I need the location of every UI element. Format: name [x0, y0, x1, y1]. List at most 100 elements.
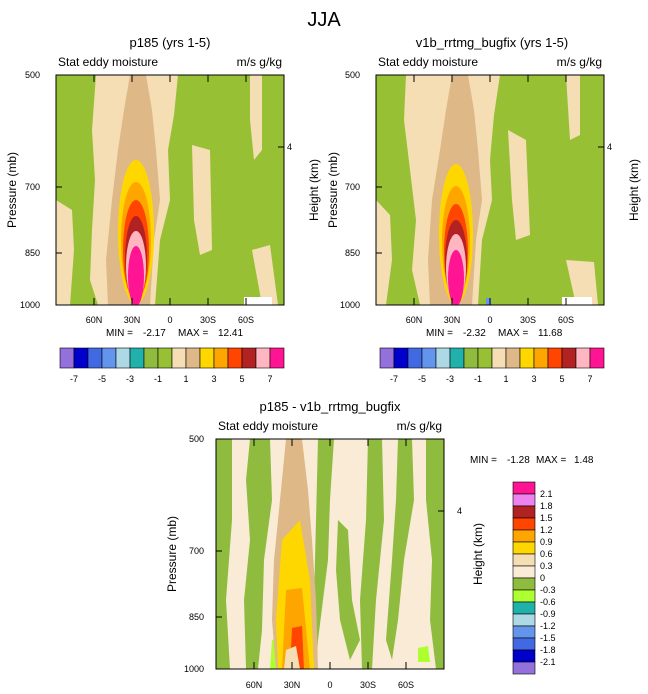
colorbar-swatch [512, 529, 536, 543]
colorbar-label: -1.2 [540, 621, 556, 631]
colorbar-swatch [561, 347, 577, 369]
x-tick-label: 60N [246, 680, 263, 690]
colorbar-swatch [512, 553, 536, 567]
colorbar-label: 3 [531, 374, 536, 384]
min-value: -2.17 [143, 328, 166, 339]
x-tick-label: 30N [124, 315, 141, 325]
panel-3-y-axis: 500 700 850 1000 Pressure (mb) [165, 434, 222, 674]
colorbar-swatch [227, 347, 243, 369]
y-tick-label: 700 [189, 546, 204, 556]
colorbar-swatch [512, 613, 536, 627]
panel-3-title: p185 - v1b_rrtmg_bugfix [260, 399, 401, 414]
colorbar-label: 1 [503, 374, 508, 384]
colorbar-label: -5 [418, 374, 426, 384]
y-axis-label: Pressure (mb) [326, 152, 340, 228]
max-label: MAX = [178, 328, 208, 339]
x-tick-label: 30N [284, 680, 301, 690]
panel-3-subtitle-right: m/s g/kg [397, 419, 442, 433]
colorbar-swatch [512, 505, 536, 519]
colorbar-label: 1 [183, 374, 188, 384]
panel-2-minmax: MIN = -2.32 MAX = 11.68 [426, 328, 563, 339]
colorbar-swatch [512, 589, 536, 603]
colorbar-label: -1.8 [540, 645, 556, 655]
figure-title: JJA [307, 9, 341, 31]
min-value: -1.28 [507, 455, 530, 466]
panel-2-contour-field [376, 75, 604, 305]
colorbar-swatch [241, 347, 257, 369]
min-label: MIN = [470, 455, 497, 466]
x-tick-label: 60S [558, 315, 574, 325]
colorbar-label: 5 [559, 374, 564, 384]
colorbar-label: -1 [154, 374, 162, 384]
colorbar-label: -1.5 [540, 633, 556, 643]
right-axis-label: Height (km) [627, 159, 641, 221]
panel-3-minmax: MIN = -1.28 MAX = 1.48 [470, 455, 594, 466]
colorbar-swatch [171, 347, 187, 369]
max-value: 1.48 [574, 455, 594, 466]
colorbar-swatch [505, 347, 521, 369]
x-tick-label: 30S [520, 315, 536, 325]
x-tick-label: 60N [86, 315, 103, 325]
panel-1-y-axis: 500 700 850 1000 Pressure (mb) [5, 70, 62, 310]
right-tick-label: 4 [457, 506, 462, 516]
right-axis-label: Height (km) [307, 159, 321, 221]
colorbar-swatch [435, 347, 451, 369]
y-tick-label: 1000 [340, 300, 360, 310]
colorbar-label: -1 [474, 374, 482, 384]
colorbar-swatch [512, 661, 536, 675]
colorbar-label: 3 [211, 374, 216, 384]
colorbar-label: -7 [70, 374, 78, 384]
colorbar-swatch [512, 481, 536, 495]
panel-2: v1b_rrtmg_bugfix (yrs 1-5) Stat eddy moi… [326, 35, 641, 384]
panel-2-subtitle-right: m/s g/kg [557, 55, 602, 69]
colorbar-label: -2.1 [540, 657, 556, 667]
y-tick-label: 700 [345, 182, 360, 192]
colorbar-label: 7 [587, 374, 592, 384]
panel-2-colorbar: -7 -5 -3 -1 1 3 5 7 [379, 347, 605, 384]
y-tick-label: 850 [25, 248, 40, 258]
colorbar-swatch [255, 347, 271, 369]
panel-1-subtitle-left: Stat eddy moisture [58, 55, 158, 69]
colorbar-label: -3 [446, 374, 454, 384]
panel-2-y-axis: 500 700 850 1000 Pressure (mb) [326, 70, 382, 310]
y-tick-label: 850 [189, 612, 204, 622]
colorbar-swatch [491, 347, 507, 369]
x-tick-label: 60N [406, 315, 423, 325]
colorbar-swatch [512, 601, 536, 615]
panel-1: p185 (yrs 1-5) Stat eddy moisture m/s g/… [5, 35, 321, 384]
colorbar-label: -3 [126, 374, 134, 384]
colorbar-swatch [101, 347, 117, 369]
colorbar-swatch [393, 347, 409, 369]
panel-2-title: v1b_rrtmg_bugfix (yrs 1-5) [416, 35, 568, 50]
colorbar-swatch [379, 347, 395, 369]
y-tick-label: 1000 [184, 664, 204, 674]
colorbar-swatch [512, 625, 536, 639]
colorbar-label: 0 [540, 573, 545, 583]
x-tick-label: 30N [444, 315, 461, 325]
colorbar-label: 0.6 [540, 549, 553, 559]
x-tick-label: 0 [167, 315, 172, 325]
colorbar-swatch [533, 347, 549, 369]
panel-3-contour-field [216, 439, 444, 669]
colorbar-swatch [157, 347, 173, 369]
y-tick-label: 500 [189, 434, 204, 444]
colorbar-label: -0.6 [540, 597, 556, 607]
colorbar-swatch [407, 347, 423, 369]
colorbar-label: 0.3 [540, 561, 553, 571]
colorbar-swatch [512, 493, 536, 507]
right-tick-label: 4 [607, 142, 612, 152]
y-tick-label: 850 [345, 248, 360, 258]
colorbar-label: 1.2 [540, 525, 553, 535]
colorbar-swatch [59, 347, 75, 369]
colorbar-label: -0.9 [540, 609, 556, 619]
y-tick-label: 500 [25, 70, 40, 80]
y-axis-label: Pressure (mb) [165, 516, 179, 592]
colorbar-label: 1.8 [540, 501, 553, 511]
colorbar-swatch [421, 347, 437, 369]
colorbar-swatch [512, 565, 536, 579]
colorbar-label: -0.3 [540, 585, 556, 595]
panel-3-right-axis: 4 Height (km) [438, 506, 485, 585]
colorbar-label: 5 [239, 374, 244, 384]
panel-1-contour-field [56, 75, 284, 305]
